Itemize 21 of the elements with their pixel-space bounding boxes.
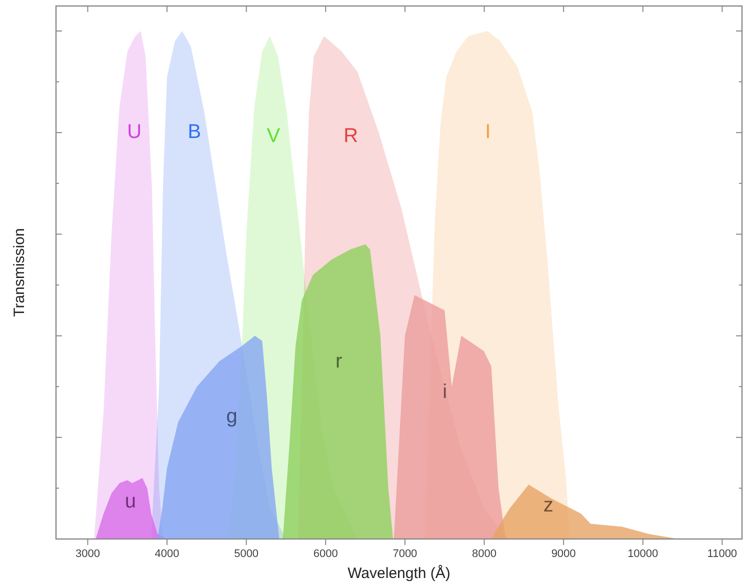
x-axis-title: Wavelength (Å) (348, 564, 450, 582)
x-tick-label: 9000 (551, 548, 576, 560)
series-label: z (543, 494, 554, 517)
series-label: U (127, 120, 142, 143)
series-label: r (336, 350, 343, 372)
series-label: R (344, 124, 358, 147)
series-label: B (188, 120, 202, 143)
x-tick-label: 10000 (628, 548, 658, 560)
x-tick-label: 6000 (313, 548, 338, 560)
series-label: g (226, 405, 238, 428)
x-tick-label: 5000 (234, 548, 259, 560)
series-label: I (485, 120, 491, 143)
series-label: i (442, 380, 448, 403)
x-tick-label: 3000 (75, 548, 100, 560)
series-label: V (266, 124, 281, 147)
y-axis-title: Transmission (11, 228, 28, 317)
x-tick-label: 11000 (707, 548, 738, 560)
x-tick-label: 8000 (472, 548, 496, 560)
series-label: u (124, 490, 136, 513)
x-tick-label: 7000 (392, 548, 418, 560)
x-tick-label: 4000 (154, 548, 180, 560)
